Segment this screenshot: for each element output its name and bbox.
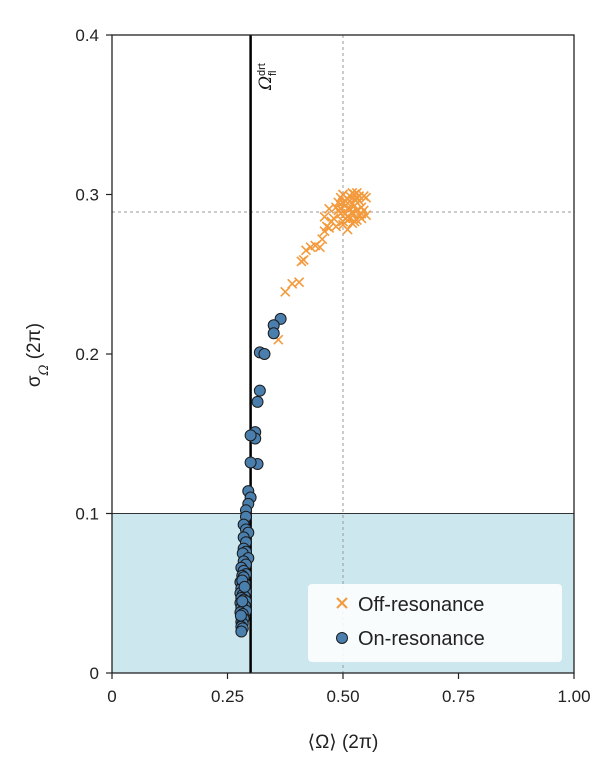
legend-on-marker	[336, 632, 348, 644]
y-axis-label-sub: Ω	[37, 364, 52, 376]
y-tick-label: 0.4	[75, 26, 99, 45]
data-point-on-resonance	[258, 348, 271, 360]
data-point-on-resonance	[244, 456, 257, 469]
data-point-on-resonance	[244, 429, 257, 442]
x-tick-label: 0.75	[442, 687, 475, 706]
data-point-off-resonance	[328, 213, 339, 224]
legend-off-label: Off-resonance	[358, 594, 484, 616]
y-tick-label: 0.1	[75, 505, 99, 524]
data-point-off-resonance	[294, 277, 305, 288]
vline-label-main: Ω	[256, 76, 276, 91]
data-point-off-resonance	[340, 195, 351, 206]
data-point-on-resonance	[235, 625, 248, 638]
x-tick-label: 0	[107, 687, 116, 706]
legend: Off-resonance On-resonance	[308, 584, 562, 662]
y-axis-label: σΩ (2π)	[24, 323, 52, 387]
legend-off-marker	[336, 597, 348, 609]
data-point-on-resonance	[251, 395, 264, 408]
x-tick-label: 0.25	[211, 687, 244, 706]
x-axis-ticks: 0 0.25 0.50 0.75 1.00	[107, 673, 591, 706]
x-tick-label: 1.00	[557, 687, 590, 706]
data-point-off-resonance	[298, 254, 309, 265]
y-axis-ticks: 0 0.1 0.2 0.3 0.4	[75, 26, 112, 683]
data-point-on-resonance	[253, 384, 266, 397]
data-point-on-resonance	[238, 580, 251, 593]
x-tick-label: 0.50	[326, 687, 359, 706]
legend-box	[308, 584, 562, 662]
data-point-off-resonance	[347, 199, 358, 210]
data-point-off-resonance	[319, 211, 330, 222]
y-axis-label-tail: (2π)	[24, 323, 45, 365]
data-point-on-resonance	[236, 595, 249, 608]
data-point-on-resonance	[234, 609, 247, 622]
y-tick-label: 0.2	[75, 345, 99, 364]
data-points	[234, 187, 372, 638]
vertical-line-label: Ω drt fl	[256, 63, 279, 91]
data-point-off-resonance	[349, 216, 360, 227]
data-point-off-resonance	[314, 242, 325, 253]
data-point-on-resonance	[267, 327, 280, 340]
data-point-off-resonance	[342, 211, 353, 222]
y-tick-label: 0	[90, 664, 99, 683]
vline-label-sup: drt	[256, 63, 268, 76]
data-point-off-resonance	[331, 202, 342, 213]
data-point-off-resonance	[300, 245, 312, 256]
x-axis-label: ⟨Ω⟩ (2π)	[308, 732, 379, 753]
data-point-off-resonance	[317, 234, 328, 245]
y-tick-label: 0.3	[75, 186, 99, 205]
data-point-off-resonance	[347, 208, 358, 219]
y-axis-label-main: σ	[24, 375, 45, 387]
legend-on-label: On-resonance	[358, 628, 485, 650]
y-axis-label-group: σΩ (2π)	[24, 323, 52, 387]
vline-label-sub: fl	[267, 71, 279, 77]
